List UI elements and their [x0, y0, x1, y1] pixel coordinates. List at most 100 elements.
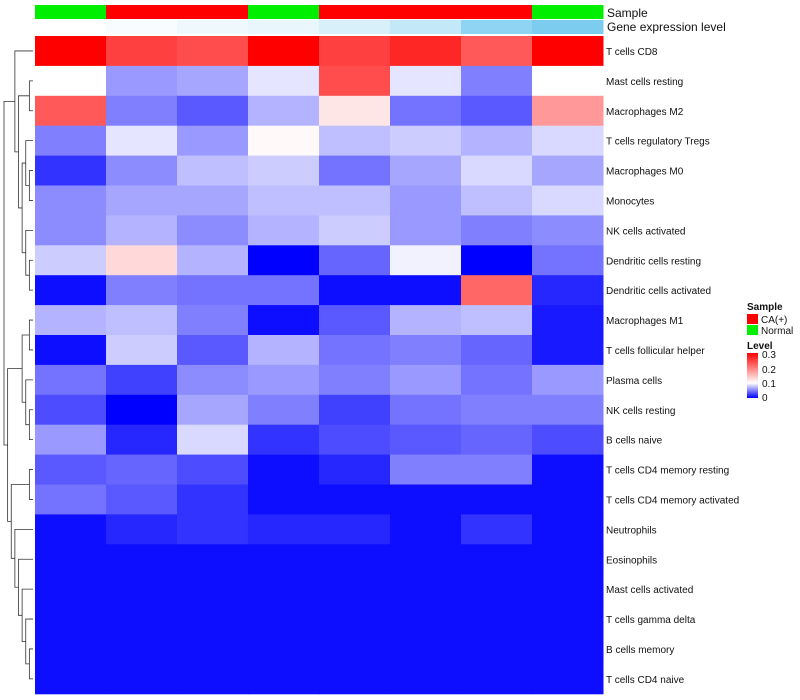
legend-label-normal: Normal: [761, 326, 793, 337]
heatmap-cell: [177, 185, 249, 216]
expression-annotation-cell: [319, 20, 391, 34]
heatmap-cell: [35, 574, 107, 605]
heatmap-cell: [177, 36, 249, 67]
heatmap-cell: [177, 544, 249, 575]
row-label: NK cells activated: [606, 226, 685, 237]
heatmap-cell: [319, 65, 391, 97]
heatmap-cell: [35, 215, 107, 246]
heatmap-cell: [248, 305, 320, 336]
expression-annotation-cell: [177, 20, 249, 34]
sample-annotation-cell: [106, 5, 178, 19]
heatmap-cell: [177, 604, 249, 635]
dendrogram-branch: [21, 162, 26, 254]
heatmap-cell: [532, 484, 604, 515]
sample-annotation-cell: [248, 5, 320, 19]
row-label: T cells gamma delta: [606, 615, 696, 626]
heatmap-cell: [248, 245, 320, 276]
heatmap-cell: [532, 95, 604, 127]
heatmap-cell: [248, 514, 320, 545]
heatmap-cell: [390, 305, 462, 336]
heatmap-cell: [319, 305, 391, 336]
dendrogram-branch: [10, 484, 30, 559]
heatmap-cell: [532, 185, 604, 216]
row-label: Eosinophils: [606, 555, 657, 566]
heatmap-cell: [532, 663, 604, 695]
heatmap-cell: [390, 95, 462, 127]
legend-label-ca: CA(+): [761, 315, 787, 326]
heatmap-cell: [390, 335, 462, 366]
heatmap-cell: [106, 394, 178, 426]
expression-annotation-cell: [532, 20, 604, 34]
heatmap-cell: [35, 335, 107, 366]
heatmap-cell: [319, 275, 391, 306]
heatmap-cell: [106, 604, 178, 635]
heatmap-cell: [390, 514, 462, 545]
heatmap-cell: [106, 514, 178, 545]
heatmap-cell: [35, 544, 107, 575]
heatmap-cell: [461, 484, 533, 515]
heatmap-cell: [532, 215, 604, 246]
heatmap-cell: [106, 454, 178, 485]
heatmap-cell: [390, 454, 462, 485]
heatmap-cell: [532, 634, 604, 665]
heatmap-cell: [532, 454, 604, 485]
heatmap-cell: [319, 335, 391, 366]
heatmap-cell: [177, 364, 249, 396]
heatmap-cell: [390, 544, 462, 575]
heatmap-cell: [532, 424, 604, 456]
row-label: NK cells resting: [606, 406, 675, 417]
heatmap-cell: [248, 215, 320, 246]
heatmap-cell: [35, 185, 107, 216]
heatmap-cell: [319, 544, 391, 575]
legend-level-tick: 0.2: [762, 365, 776, 376]
legend-level-tick: 0.3: [762, 350, 776, 361]
legend-level-title: Level: [747, 341, 773, 352]
row-label: Dendritic cells activated: [606, 286, 711, 297]
heatmap-cell: [461, 65, 533, 97]
heatmap-cell: [248, 36, 320, 67]
heatmap-cell: [390, 65, 462, 97]
expression-annotation-cell: [461, 20, 533, 34]
expression-annotation-cell: [390, 20, 462, 34]
heatmap-cell: [461, 36, 533, 67]
heatmap-cell: [390, 394, 462, 426]
heatmap-cell: [319, 155, 391, 186]
heatmap-cell: [461, 95, 533, 127]
heatmap-cell: [532, 604, 604, 635]
heatmap-cell: [106, 245, 178, 276]
heatmap-cell: [461, 125, 533, 157]
heatmap-cell: [248, 454, 320, 485]
heatmap-cell: [319, 125, 391, 157]
sample-annotation-cell: [319, 5, 391, 19]
expression-annotation-cell: [106, 20, 178, 34]
heatmap-cell: [532, 574, 604, 605]
heatmap-cell: [532, 335, 604, 366]
heatmap-cell: [461, 454, 533, 485]
row-label: T cells CD8: [606, 47, 658, 58]
row-label: T cells CD4 memory activated: [606, 495, 739, 506]
heatmap-cell: [319, 574, 391, 605]
sample-annotation-cell: [177, 5, 249, 19]
heatmap-cell: [319, 95, 391, 127]
heatmap-cell: [532, 544, 604, 575]
heatmap-cell: [248, 185, 320, 216]
heatmap-cell: [106, 275, 178, 306]
heatmap-cell: [319, 454, 391, 485]
row-label: T cells CD4 memory resting: [606, 466, 729, 477]
row-label: Macrophages M0: [606, 167, 684, 178]
heatmap-cell: [35, 65, 107, 97]
annotation-bars: [35, 5, 604, 34]
heatmap-cell: [106, 65, 178, 97]
row-dendrogram: [3, 50, 33, 680]
heatmap-cell: [390, 634, 462, 665]
heatmap-cell: [35, 394, 107, 426]
heatmap-cell: [532, 65, 604, 97]
heatmap-cell: [177, 245, 249, 276]
dendrogram-branch: [3, 101, 15, 446]
heatmap-cell: [177, 305, 249, 336]
heatmap-cell: [106, 484, 178, 515]
heatmap-cell: [390, 604, 462, 635]
heatmap-cell: [461, 604, 533, 635]
heatmap-cell: [248, 125, 320, 157]
